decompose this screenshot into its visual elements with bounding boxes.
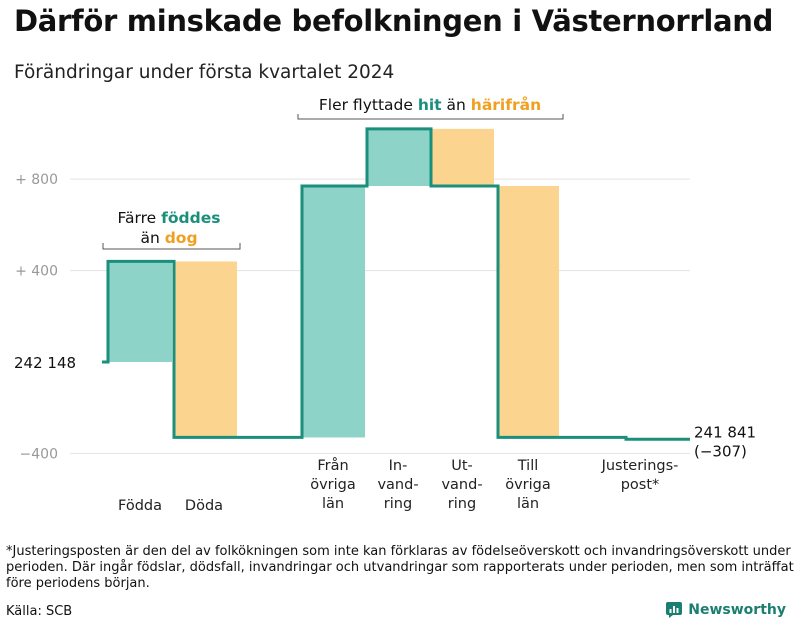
waterfall-line (102, 127, 690, 441)
start-value-label: 242 148 (14, 354, 76, 372)
annotation-births-line2: än dog (140, 229, 197, 247)
x-category-label: Till (517, 458, 539, 474)
x-category-label: ring (448, 496, 476, 512)
end-change-label: (−307) (694, 442, 747, 460)
x-category-label: Från (317, 457, 348, 474)
bar-5 (431, 128, 494, 187)
x-category-label: län (322, 496, 344, 512)
chart-title: Därför minskade befolkningen i Västernor… (14, 4, 774, 38)
bar-4 (367, 128, 430, 187)
x-category-label: vand- (377, 477, 418, 493)
x-category-label: Ut- (451, 458, 473, 474)
waterfall-chart: + 800 + 400 −400 Födda Döda Från övriga län In-v… (14, 95, 756, 514)
x-category-label: övriga (505, 477, 551, 493)
y-tick-label: + 400 (15, 264, 58, 280)
bar-6 (498, 186, 559, 438)
x-category-label: ring (384, 496, 412, 512)
newsworthy-logo-icon (666, 602, 683, 618)
annotation-moves: Fler flyttade hit än härifrån (319, 95, 541, 114)
annotation-bracket-moves (297, 114, 564, 120)
bar-1 (108, 261, 172, 362)
x-category-label: post* (621, 477, 660, 493)
y-tick-label: −400 (20, 446, 58, 462)
annotation-bracket-births (102, 243, 241, 250)
x-category-label: Döda (185, 498, 223, 514)
x-category-label: In- (389, 458, 408, 474)
footnote: *Justeringsposten är den del av folkökni… (6, 544, 794, 591)
y-tick-label: + 800 (15, 172, 58, 188)
end-value-label: 241 841 (694, 423, 756, 441)
x-category-label: vand- (441, 477, 482, 493)
brand-name: Newsworthy (688, 602, 786, 618)
bar-2 (174, 261, 237, 438)
annotation-births-line1: Färre föddes (118, 209, 221, 227)
chart-subtitle: Förändringar under första kvartalet 2024 (14, 62, 395, 83)
source-label: Källa: SCB (6, 604, 73, 619)
x-category-label: Födda (118, 498, 162, 514)
x-category-label: övriga (310, 477, 356, 493)
x-category-label: län (517, 496, 539, 512)
bar-3 (302, 186, 365, 438)
brand-logo: Newsworthy (666, 602, 786, 618)
x-category-label: Justerings- (601, 458, 679, 474)
